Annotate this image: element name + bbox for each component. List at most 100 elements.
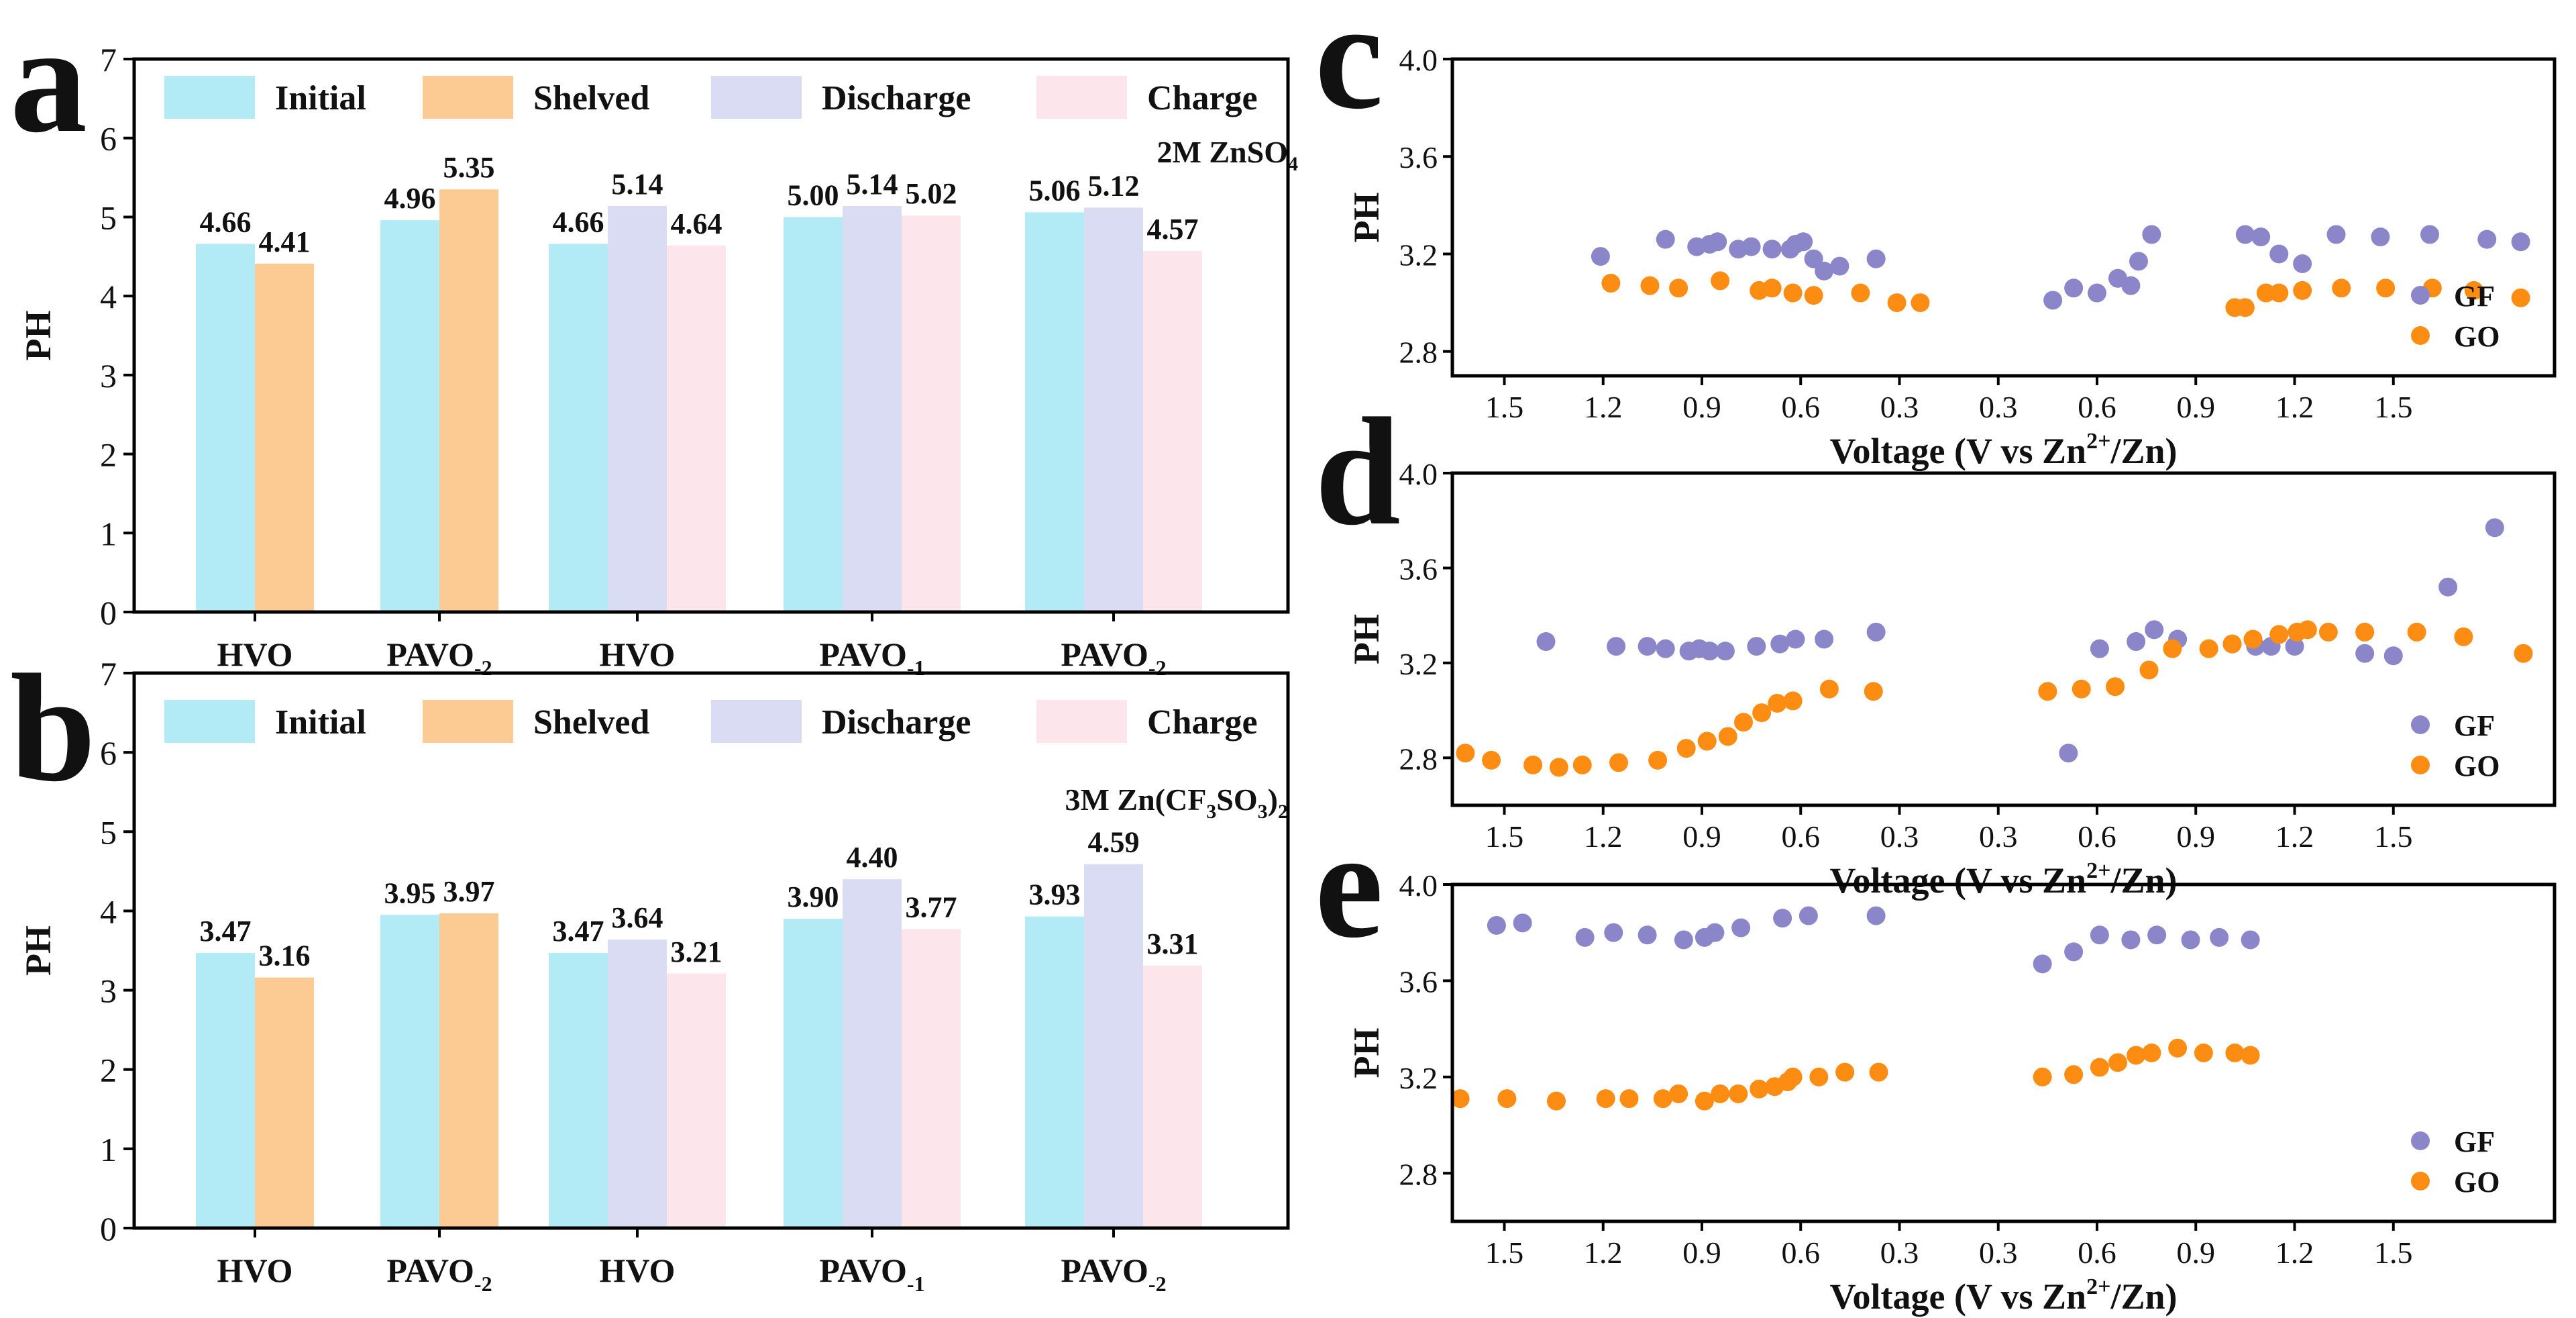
legend-label-gf: GF xyxy=(2454,1125,2495,1158)
data-label: 5.14 xyxy=(847,168,898,201)
electrolyte-annotation: 3M Zn(CF3SO3)2 xyxy=(1065,782,1288,823)
point-gf xyxy=(1773,909,1792,928)
panel-label: d xyxy=(1315,386,1401,557)
point-go xyxy=(2269,625,2289,644)
bar-initial xyxy=(380,220,439,612)
bar-discharge xyxy=(608,939,667,1228)
point-gf xyxy=(2129,252,2148,271)
x-tick-label: 1.5 xyxy=(2374,390,2413,424)
point-go xyxy=(2318,622,2338,642)
y-tick-label: 6 xyxy=(100,734,117,772)
point-gf xyxy=(1513,913,1532,933)
point-gf xyxy=(2088,283,2106,303)
point-gf xyxy=(1866,249,1886,268)
point-go xyxy=(1819,679,1839,699)
data-label: 3.95 xyxy=(384,876,436,909)
x-tick-label: 0.6 xyxy=(1782,819,1821,854)
y-tick-label: 3.6 xyxy=(1399,140,1438,174)
point-go xyxy=(1809,1067,1829,1086)
bar-charge xyxy=(902,929,961,1228)
y-tick-label: 4.0 xyxy=(1399,868,1438,903)
x-axis-label: Voltage (V vs Zn2+/Zn) xyxy=(1830,1274,2178,1317)
point-gf xyxy=(1799,906,1818,925)
panel-label: b xyxy=(10,642,96,813)
legend-swatch-initial xyxy=(164,700,255,743)
point-gf xyxy=(2420,225,2439,244)
legend-swatch-discharge xyxy=(711,700,802,743)
y-axis-label: PH xyxy=(1346,614,1387,664)
panel-c: c PH GF GO 2.8 3.2 3.6 4.0 1.5 1.2 0.9 0.6 0.3 0.3 0.6… xyxy=(1315,0,2557,471)
legend-swatch-initial xyxy=(164,76,255,119)
legend-marker-go xyxy=(2411,1172,2430,1190)
point-go xyxy=(1783,1067,1803,1086)
point-gf xyxy=(2121,276,2141,295)
data-label: 4.96 xyxy=(384,182,436,215)
legend-marker-gf xyxy=(2411,1131,2430,1150)
x-tick-label: 0.9 xyxy=(1682,390,1721,424)
point-go xyxy=(1523,755,1543,774)
point-go xyxy=(1887,293,1907,313)
point-go xyxy=(1456,744,1475,763)
legend-label-charge: Charge xyxy=(1147,79,1258,117)
point-go xyxy=(1711,1084,1730,1103)
x-tick-label: 0.9 xyxy=(2177,1235,2216,1270)
bar-charge xyxy=(1143,251,1202,612)
data-label: 4.40 xyxy=(847,841,898,874)
legend-label-gf: GF xyxy=(2454,280,2495,313)
data-label: 5.35 xyxy=(443,151,495,184)
bar-charge xyxy=(902,215,961,612)
bar-charge xyxy=(667,973,726,1228)
point-gf xyxy=(1731,918,1751,937)
point-gf xyxy=(1747,637,1766,656)
point-go xyxy=(2355,622,2375,642)
x-tick-label: 1.2 xyxy=(2275,390,2314,424)
point-go xyxy=(1783,283,1803,303)
y-tick-label: 3.6 xyxy=(1399,964,1438,999)
plot-frame xyxy=(1450,57,2557,378)
point-gf xyxy=(2142,225,2161,244)
point-go xyxy=(2033,1067,2052,1086)
bar-shelved xyxy=(255,977,314,1228)
point-go xyxy=(1482,750,1501,770)
point-go xyxy=(1729,1084,1748,1103)
point-go xyxy=(2139,660,2159,680)
point-go xyxy=(1911,293,1930,313)
point-gf xyxy=(2269,244,2289,264)
y-tick-label: 2 xyxy=(100,436,117,474)
data-label: 3.47 xyxy=(200,915,252,948)
point-gf xyxy=(1708,232,1727,252)
point-gf xyxy=(2285,637,2304,656)
point-go xyxy=(1549,758,1568,777)
point-go xyxy=(1669,278,1688,298)
y-tick-label: 3 xyxy=(100,972,117,1010)
point-gf xyxy=(1715,642,1735,661)
x-axis-label: Voltage (V vs Zn2+/Zn) xyxy=(1830,858,2178,901)
point-gf xyxy=(1656,230,1675,249)
legend-label-initial: Initial xyxy=(275,703,366,742)
x-tick-label: PAVO-2 xyxy=(1061,1252,1166,1296)
y-tick-label: 0 xyxy=(100,594,117,631)
panel-label: c xyxy=(1315,0,1383,141)
plot-frame xyxy=(1450,882,2557,1223)
point-go xyxy=(1619,1089,1639,1109)
point-gf xyxy=(1638,637,1657,656)
x-tick-label: HVO xyxy=(217,1252,293,1289)
legend-swatch-shelved xyxy=(423,700,513,743)
data-label: 5.12 xyxy=(1088,169,1140,202)
point-go xyxy=(2243,629,2263,649)
point-go xyxy=(2241,1046,2260,1065)
point-go xyxy=(2090,1058,2109,1077)
x-tick-label: 1.5 xyxy=(2374,819,2413,854)
data-label: 3.31 xyxy=(1147,927,1199,960)
data-label: 4.64 xyxy=(671,207,722,240)
point-gf xyxy=(1705,923,1725,942)
data-label: 5.14 xyxy=(612,168,663,201)
point-go xyxy=(1762,278,1782,298)
legend-swatch-charge xyxy=(1036,76,1127,119)
y-axis-label: PH xyxy=(18,311,58,361)
data-label: 5.06 xyxy=(1029,174,1081,207)
legend-label-discharge: Discharge xyxy=(822,703,971,742)
x-tick-label: PAVO-2 xyxy=(386,636,492,680)
